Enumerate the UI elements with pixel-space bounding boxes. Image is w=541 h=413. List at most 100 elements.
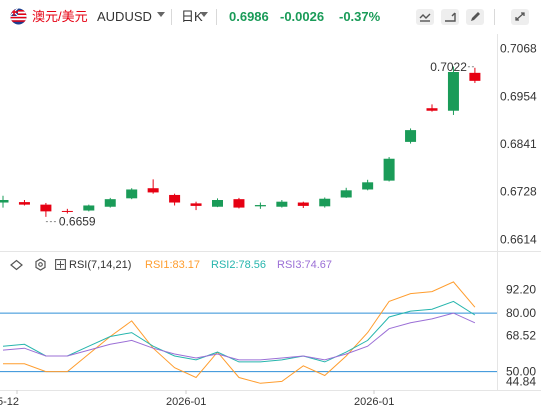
- candle[interactable]: [40, 202, 52, 217]
- candle-body: [169, 194, 181, 203]
- candle[interactable]: [254, 202, 266, 209]
- candle[interactable]: [104, 197, 116, 208]
- candle-body: [190, 203, 202, 206]
- candles-layer: [0, 66, 481, 217]
- price-axis: 0.7068 0.6954 0.6841 0.6728 0.6614: [500, 41, 537, 246]
- main-grid: [0, 34, 541, 391]
- candle[interactable]: [340, 187, 352, 198]
- price-tick-label: 0.6954: [500, 89, 537, 103]
- candle-body: [362, 182, 374, 190]
- rsi-tick-label: 68.52: [506, 328, 536, 342]
- time-tick-label: 2026-01: [354, 396, 394, 408]
- candle-body: [405, 130, 417, 142]
- candle[interactable]: [18, 200, 30, 206]
- indicator-icon: [441, 9, 459, 25]
- candle[interactable]: [233, 197, 245, 209]
- candle-body: [40, 204, 52, 212]
- gear-icon[interactable]: [34, 258, 47, 271]
- header-divider: [171, 9, 172, 25]
- candle[interactable]: [126, 188, 138, 200]
- high-price-label: 0.7022: [430, 60, 467, 74]
- candle-body: [297, 202, 309, 206]
- candle[interactable]: [0, 195, 9, 208]
- rsi-tick-label: 92.20: [506, 282, 536, 296]
- indicator-button[interactable]: [439, 7, 461, 27]
- pair-name[interactable]: 澳元/美元: [32, 9, 88, 24]
- price-change-pct: -0.37%: [339, 9, 381, 24]
- candle[interactable]: [469, 67, 481, 83]
- candle[interactable]: [362, 179, 374, 191]
- candle-body: [340, 190, 352, 198]
- fullscreen-icon: [511, 9, 529, 25]
- candle-body: [254, 205, 266, 207]
- candle-body: [383, 158, 395, 181]
- ticker-selector[interactable]: AUDUSD: [97, 9, 152, 24]
- candle[interactable]: [83, 204, 95, 212]
- price-annotations: 0.6659 0.7022: [45, 60, 475, 229]
- price-change: -0.0026: [280, 9, 325, 24]
- candle-body: [104, 199, 116, 207]
- candle[interactable]: [405, 128, 417, 144]
- draw-button[interactable]: [464, 7, 486, 27]
- last-price: 0.6986: [229, 9, 269, 24]
- candle-body: [233, 199, 245, 208]
- rsi-series-2: [2, 300, 476, 363]
- flag-icon: [10, 8, 27, 25]
- rsi-lines: [2, 281, 476, 384]
- candle-body: [147, 188, 159, 193]
- chart-type-icon: [416, 9, 434, 25]
- candle-body: [0, 200, 9, 203]
- candle-body: [469, 72, 481, 81]
- time-tick-label: 5-12: [0, 396, 19, 408]
- candle[interactable]: [297, 201, 309, 208]
- rsi-series-3: [2, 312, 476, 361]
- rsi-tick-label: 80.00: [506, 306, 536, 320]
- candle-body: [61, 210, 73, 212]
- fullscreen-button[interactable]: [509, 7, 531, 27]
- rsi-tick-label: 44.84: [506, 375, 536, 389]
- candle-body: [426, 108, 438, 111]
- candle[interactable]: [319, 197, 331, 208]
- candle-body: [83, 205, 95, 211]
- price-tick-label: 0.6841: [500, 137, 537, 151]
- candle-body: [212, 200, 223, 207]
- candle[interactable]: [426, 104, 438, 112]
- eye-icon[interactable]: [10, 259, 23, 271]
- header-divider: [494, 9, 495, 25]
- indicator-badge-icon: [55, 259, 66, 270]
- draw-pen-icon: [466, 9, 484, 25]
- candle[interactable]: [169, 193, 181, 206]
- candle-body: [18, 202, 30, 205]
- candle[interactable]: [61, 208, 73, 214]
- rsi-series-1: [3, 281, 476, 384]
- interval-selector[interactable]: 日K: [181, 9, 203, 24]
- price-marker: 0.7022: [430, 60, 475, 74]
- rsi-indicator-name[interactable]: RSI(7,14,21): [69, 259, 132, 271]
- rsi1-value: RSI1:83.17: [145, 259, 201, 271]
- candle[interactable]: [383, 157, 395, 182]
- candle[interactable]: [190, 201, 202, 211]
- time-tick-label: 2026-01: [166, 396, 206, 408]
- candle[interactable]: [212, 198, 223, 208]
- candle[interactable]: [447, 66, 459, 115]
- candle-body: [126, 189, 138, 199]
- price-tick-label: 0.6728: [500, 185, 537, 199]
- header-divider: [216, 9, 217, 25]
- price-marker: 0.6659: [45, 215, 96, 229]
- caret-down-icon[interactable]: [200, 12, 208, 17]
- time-axis: 5-12 2026-01 2026-01: [0, 390, 394, 408]
- chart-type-button[interactable]: [414, 7, 436, 27]
- rsi2-value: RSI2:78.56: [211, 259, 267, 271]
- price-tick-label: 0.7068: [500, 41, 537, 55]
- candle-body: [447, 72, 459, 111]
- rsi-tick-label: 50.00: [506, 365, 536, 379]
- candle[interactable]: [147, 179, 159, 194]
- caret-down-icon[interactable]: [157, 12, 165, 17]
- candle[interactable]: [276, 200, 288, 208]
- rsi3-value: RSI3:74.67: [277, 259, 333, 271]
- rsi-level-lines: [0, 312, 497, 373]
- chart-header: 澳元/美元 AUDUSD 日K 0.6986 -0.0026 -0.37%: [0, 0, 541, 34]
- candle-body: [319, 198, 331, 207]
